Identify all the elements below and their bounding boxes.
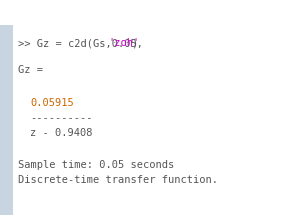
Text: 'zoh': 'zoh' [109,38,140,48]
Bar [0,25,13,215]
Text: Gz =: Gz = [18,65,43,75]
Text: 0.05915: 0.05915 [30,98,74,108]
Text: Discrete-time transfer function.: Discrete-time transfer function. [18,175,218,185]
Text: ): ) [132,38,138,48]
Text: z - 0.9408: z - 0.9408 [30,128,92,138]
Text: >> Gz = c2d(Gs,0.05,: >> Gz = c2d(Gs,0.05, [18,38,143,48]
Text: ----------: ---------- [30,113,92,123]
Text: Sample time: 0.05 seconds: Sample time: 0.05 seconds [18,160,174,170]
Text: Command Window: Command Window [9,6,109,19]
